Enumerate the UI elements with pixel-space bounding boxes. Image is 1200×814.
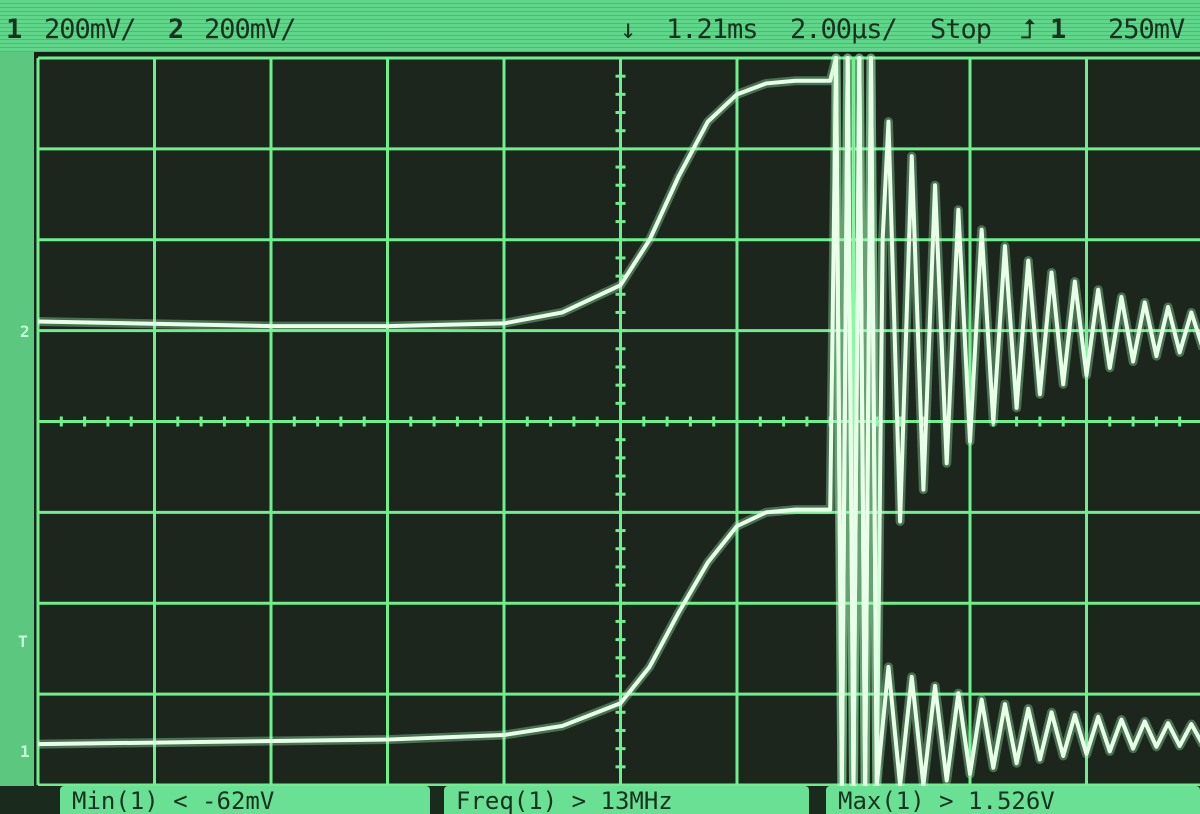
status-bar: 1 200mV/ 2 200mV/ ↓ 1.21ms 2.00µs/ Stop … (0, 0, 1200, 52)
trace-ch1 (37, 56, 1200, 787)
measurement-bar: Min(1) < -62mV Freq(1) > 13MHz Max(1) > … (0, 786, 1200, 814)
trigger-level: 250mV (1108, 14, 1185, 45)
rising-edge-icon: ⮥ (1020, 14, 1036, 45)
trigger-position-arrow-icon: ↓ (620, 14, 636, 45)
trigger-source: 1 (1050, 14, 1066, 45)
measurement-max[interactable]: Max(1) > 1.526V (826, 786, 1200, 814)
run-state: Stop (930, 14, 992, 45)
ch1-ground-marker: 1 (20, 742, 30, 761)
trigger-level-marker: T (18, 632, 28, 651)
time-delay: 1.21ms (666, 14, 759, 45)
trace-ch2 (37, 56, 1200, 787)
ch2-scale: 200mV/ (204, 14, 297, 45)
measurement-min[interactable]: Min(1) < -62mV (60, 786, 430, 814)
ch2-ground-marker: 2 (20, 322, 30, 341)
ch2-label: 2 (168, 14, 184, 45)
ch1-scale: 200mV/ (44, 14, 137, 45)
left-bezel (0, 52, 34, 814)
measurement-freq[interactable]: Freq(1) > 13MHz (444, 786, 809, 814)
ch1-label: 1 (6, 14, 22, 45)
time-scale: 2.00µs/ (790, 14, 898, 45)
